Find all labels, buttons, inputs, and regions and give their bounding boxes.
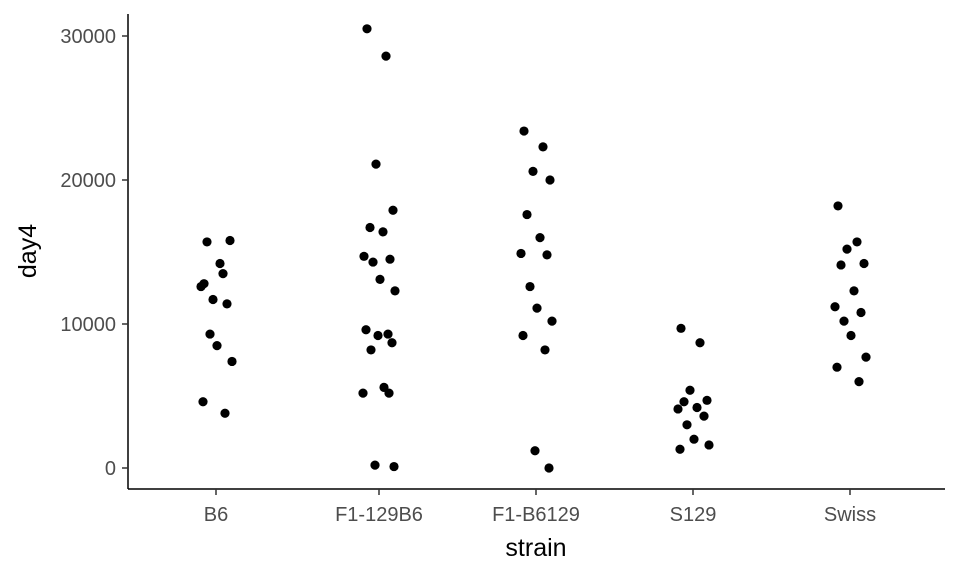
data-point (198, 397, 208, 407)
data-point (383, 329, 393, 339)
data-point (202, 237, 212, 247)
data-point (854, 377, 864, 387)
data-point (370, 460, 380, 470)
data-point (196, 281, 206, 292)
x-tick-label: F1-129B6 (335, 504, 423, 526)
data-point (208, 294, 218, 305)
x-axis-title: strain (505, 534, 566, 562)
data-point (544, 463, 554, 473)
data-point (856, 307, 866, 318)
data-point (692, 402, 702, 413)
data-point (836, 260, 846, 270)
data-point (675, 444, 685, 454)
data-point (371, 159, 381, 169)
data-point (381, 51, 391, 61)
data-point (702, 395, 712, 405)
data-point (532, 303, 542, 313)
x-tick-label: B6 (204, 504, 228, 526)
data-point (385, 254, 395, 264)
data-point (849, 286, 859, 296)
data-point (689, 434, 699, 444)
data-point (832, 362, 842, 372)
data-point (682, 420, 692, 430)
data-point (685, 385, 695, 395)
data-point (384, 388, 394, 398)
axes (127, 14, 945, 490)
y-ticks: 0 10000 20000 30000 (60, 26, 128, 480)
y-tick-label: 10000 (60, 314, 116, 336)
data-point (522, 209, 532, 220)
data-point (227, 356, 237, 367)
data-point (861, 352, 871, 362)
data-point (373, 330, 383, 341)
data-point (528, 166, 538, 176)
data-point (362, 24, 372, 34)
y-tick-label: 0 (105, 458, 116, 480)
data-point (545, 175, 555, 185)
data-point (535, 233, 545, 243)
data-point (387, 338, 397, 348)
data-point (542, 250, 552, 260)
data-point (225, 235, 235, 246)
data-point (218, 269, 228, 279)
data-point (368, 257, 378, 267)
data-point (525, 281, 535, 292)
data-point (676, 323, 686, 333)
data-point (830, 302, 840, 312)
data-point (852, 237, 862, 247)
data-point (366, 345, 376, 355)
data-point (846, 330, 856, 341)
data-point (839, 316, 849, 326)
data-points (196, 24, 871, 473)
data-point (842, 244, 852, 254)
x-tick-label: F1-B6129 (492, 504, 580, 526)
data-point (679, 397, 689, 407)
data-point (389, 461, 399, 472)
data-point (215, 258, 225, 269)
data-point (365, 222, 375, 233)
data-point (704, 440, 714, 450)
x-tick-label: S129 (670, 504, 717, 526)
data-point (358, 388, 368, 398)
data-point (540, 345, 550, 355)
data-point (518, 330, 528, 341)
data-point (375, 274, 385, 284)
data-point (359, 251, 369, 261)
data-point (859, 258, 869, 269)
data-point (519, 126, 529, 136)
data-point (361, 325, 371, 335)
data-point (695, 338, 705, 348)
data-point (222, 299, 232, 309)
data-point (530, 446, 540, 456)
y-tick-label: 20000 (60, 170, 116, 192)
x-tick-label: Swiss (824, 504, 876, 526)
data-point (538, 142, 548, 152)
x-ticks: B6 F1-129B6 F1-B6129 S129 Swiss (204, 489, 876, 526)
data-point (673, 404, 683, 414)
data-point (205, 329, 215, 339)
y-axis-title: day4 (14, 224, 42, 278)
data-point (699, 411, 709, 421)
data-point (390, 286, 400, 296)
data-point (547, 316, 557, 326)
data-point (220, 408, 230, 418)
data-point (212, 341, 222, 351)
y-tick-label: 30000 (60, 26, 116, 48)
data-point (388, 205, 398, 215)
data-point (833, 201, 843, 211)
data-point (516, 248, 526, 259)
data-point (378, 227, 388, 237)
